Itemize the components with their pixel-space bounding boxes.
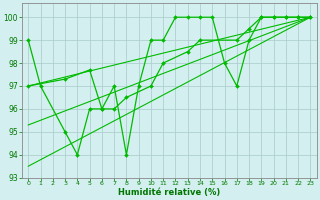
X-axis label: Humidité relative (%): Humidité relative (%) [118, 188, 220, 197]
